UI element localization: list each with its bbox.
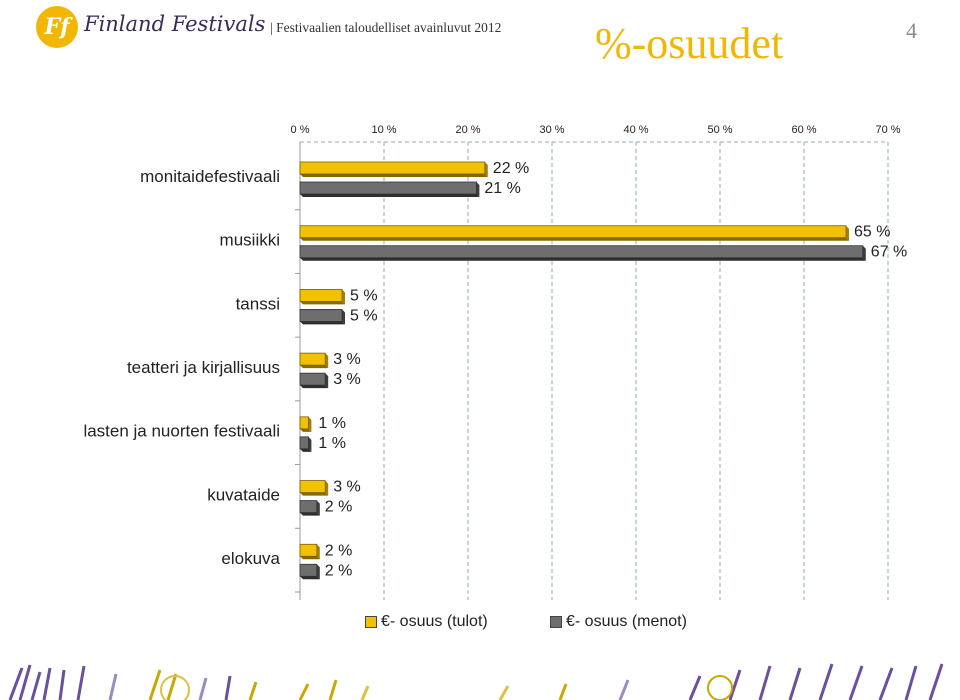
- category-label: tanssi: [236, 294, 280, 313]
- data-label: 65 %: [854, 224, 890, 241]
- bar-shadow: [300, 257, 866, 261]
- bar-depth: [316, 544, 320, 560]
- x-tick-label: 30 %: [539, 124, 564, 136]
- category-label: kuvataide: [207, 485, 280, 504]
- bar-expense: [299, 436, 309, 450]
- bar-depth: [308, 416, 312, 432]
- bar-chart: 0 % 10 % 20 % 30 % 40 % 50 % 60 % 70 % monitaide…: [83, 124, 907, 600]
- bar-income: [299, 543, 318, 557]
- data-label: 5 %: [350, 287, 378, 304]
- bar-income: [299, 225, 847, 239]
- data-label: 3 %: [333, 479, 361, 496]
- category-label: monitaidefestivaali: [140, 167, 280, 186]
- bar-depth: [325, 353, 329, 369]
- legend-label-income: €- osuus (tulot): [381, 613, 488, 630]
- data-label: 1 %: [318, 435, 346, 452]
- bar-shadow: [300, 365, 329, 369]
- bar-income: [299, 416, 309, 430]
- bar-shadow: [300, 512, 320, 516]
- data-label: 3 %: [333, 351, 361, 368]
- x-tick-label: 20 %: [455, 124, 480, 136]
- bar-income: [299, 161, 486, 175]
- bar-depth: [862, 245, 866, 261]
- x-tick-label: 70 %: [875, 124, 900, 136]
- bar-shadow: [300, 174, 488, 177]
- legend-item-income: €- osuus (tulot): [365, 613, 488, 631]
- category-label: lasten ja nuorten festivaali: [83, 422, 280, 441]
- bar-expense: [299, 181, 477, 195]
- data-label: 1 %: [318, 415, 346, 432]
- bar-depth: [325, 480, 329, 496]
- bar-shadow: [300, 576, 320, 580]
- data-label: 2 %: [325, 542, 353, 559]
- category-label: teatteri ja kirjallisuus: [127, 358, 280, 377]
- brand-name: Finland Festivals: [84, 12, 266, 36]
- category-label: musiikki: [220, 231, 280, 250]
- bar-shadow: [300, 556, 320, 560]
- bar-shadow: [300, 301, 345, 305]
- festival-logo: Ff: [36, 6, 78, 48]
- x-tick-label: 10 %: [371, 124, 396, 136]
- bar-shadow: [300, 448, 312, 452]
- bar-income: [299, 289, 343, 302]
- bar-expense: [299, 372, 326, 386]
- data-label: 67 %: [871, 244, 907, 261]
- data-label: 5 %: [350, 307, 378, 324]
- bar-depth: [316, 500, 320, 516]
- bar-shadow: [300, 237, 849, 241]
- bar-shadow: [300, 194, 480, 197]
- bar-income: [299, 352, 326, 366]
- x-tick-label: 50 %: [707, 124, 732, 136]
- bar-depth: [316, 564, 320, 580]
- bar-income: [299, 480, 326, 493]
- data-label: 3 %: [333, 371, 361, 388]
- bar-expense: [299, 500, 318, 513]
- x-tick-label: 40 %: [623, 124, 648, 136]
- legend-item-expense: €- osuus (menot): [550, 613, 687, 631]
- data-label: 2 %: [325, 499, 353, 516]
- slide-subtitle: | Festivaalien taloudelliset avainluvut …: [270, 20, 502, 35]
- bar-expense: [299, 563, 318, 577]
- bar-depth: [342, 309, 345, 325]
- page-number: 4: [906, 18, 917, 43]
- bar-shadow: [300, 321, 345, 325]
- data-label: 22 %: [493, 160, 529, 177]
- decorative-footer-pattern: [8, 663, 944, 700]
- data-label: 21 %: [484, 180, 520, 197]
- legend-swatch-income: [365, 616, 377, 628]
- bar-depth: [325, 373, 329, 389]
- bar-shadow: [300, 428, 312, 432]
- bar-depth: [484, 162, 488, 177]
- bar-depth: [342, 289, 345, 305]
- bar-expense: [299, 245, 864, 259]
- legend-label-expense: €- osuus (menot): [566, 613, 687, 630]
- legend-swatch-expense: [550, 616, 562, 628]
- bar-shadow: [300, 492, 329, 496]
- x-tick-label: 0 %: [291, 124, 310, 136]
- x-tick-label: 60 %: [791, 124, 816, 136]
- bar-expense: [299, 309, 343, 322]
- data-label: 2 %: [325, 562, 353, 579]
- bar-shadow: [300, 385, 329, 389]
- bar-depth: [846, 225, 849, 241]
- slide-title: %-osuudet: [595, 19, 784, 68]
- category-label: elokuva: [221, 549, 280, 568]
- bar-depth: [476, 182, 480, 197]
- bar-depth: [308, 436, 312, 452]
